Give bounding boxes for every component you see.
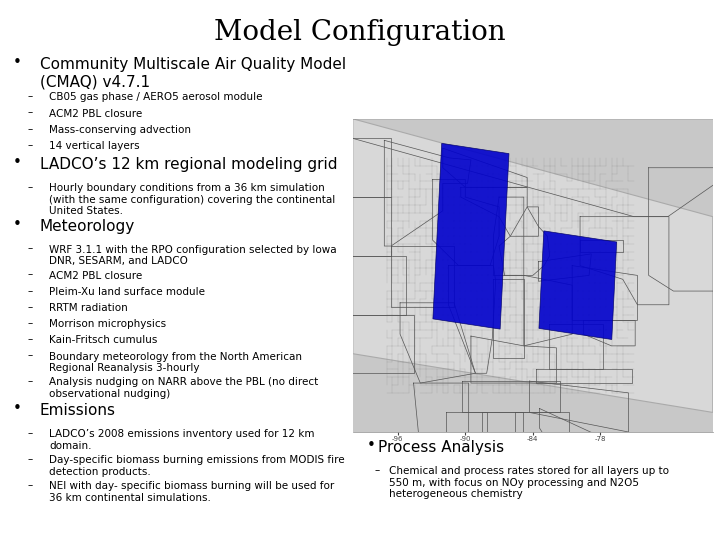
- Text: –: –: [27, 480, 32, 490]
- Text: WRF 3.1.1 with the RPO configuration selected by Iowa
DNR, SESARM, and LADCO: WRF 3.1.1 with the RPO configuration sel…: [49, 245, 336, 266]
- Text: Community Multiscale Air Quality Model
(CMAQ) v4.7.1: Community Multiscale Air Quality Model (…: [40, 57, 346, 90]
- Text: –: –: [27, 91, 32, 102]
- Polygon shape: [433, 144, 509, 329]
- Text: Pleim-Xu land surface module: Pleim-Xu land surface module: [49, 287, 205, 297]
- Text: –: –: [27, 318, 32, 328]
- Text: Boundary meteorology from the North American
Regional Reanalysis 3-hourly: Boundary meteorology from the North Amer…: [49, 352, 302, 373]
- Text: –: –: [27, 140, 32, 150]
- Text: –: –: [27, 334, 32, 345]
- Text: •: •: [13, 55, 22, 70]
- Text: Chemical and process rates stored for all layers up to
550 m, with focus on NOy : Chemical and process rates stored for al…: [389, 466, 669, 499]
- Text: –: –: [374, 465, 379, 475]
- Text: Mass-conserving advection: Mass-conserving advection: [49, 125, 191, 135]
- Text: –: –: [27, 376, 32, 387]
- Polygon shape: [353, 119, 713, 413]
- Text: Analysis nudging on NARR above the PBL (no direct
observational nudging): Analysis nudging on NARR above the PBL (…: [49, 377, 318, 399]
- Text: –: –: [27, 269, 32, 280]
- Text: –: –: [27, 182, 32, 192]
- Text: Process Analysis: Process Analysis: [378, 440, 504, 455]
- Text: –: –: [27, 428, 32, 438]
- Text: ACM2 PBL closure: ACM2 PBL closure: [49, 271, 143, 281]
- Text: LADCO’s 12 km regional modeling grid: LADCO’s 12 km regional modeling grid: [40, 157, 337, 172]
- Text: –: –: [27, 302, 32, 312]
- Text: RRTM radiation: RRTM radiation: [49, 303, 127, 313]
- Text: •: •: [13, 155, 22, 170]
- Text: Meteorology: Meteorology: [40, 219, 135, 234]
- Text: LADCO’s 2008 emissions inventory used for 12 km
domain.: LADCO’s 2008 emissions inventory used fo…: [49, 429, 315, 451]
- Text: NEI with day- specific biomass burning will be used for
36 km continental simula: NEI with day- specific biomass burning w…: [49, 481, 334, 503]
- Text: –: –: [27, 350, 32, 361]
- Text: Kain-Fritsch cumulus: Kain-Fritsch cumulus: [49, 335, 158, 346]
- Text: Model Configuration: Model Configuration: [214, 19, 506, 46]
- Text: –: –: [27, 286, 32, 296]
- Text: Hourly boundary conditions from a 36 km simulation
(with the same configuration): Hourly boundary conditions from a 36 km …: [49, 183, 336, 216]
- Polygon shape: [539, 231, 616, 340]
- Text: ACM2 PBL closure: ACM2 PBL closure: [49, 109, 143, 119]
- Text: Morrison microphysics: Morrison microphysics: [49, 319, 166, 329]
- Text: •: •: [13, 401, 22, 416]
- Text: CB05 gas phase / AERO5 aerosol module: CB05 gas phase / AERO5 aerosol module: [49, 92, 263, 103]
- Text: –: –: [27, 107, 32, 118]
- Text: –: –: [27, 244, 32, 254]
- Text: •: •: [13, 217, 22, 232]
- Text: 14 vertical layers: 14 vertical layers: [49, 141, 140, 151]
- Text: –: –: [27, 454, 32, 464]
- Text: •: •: [367, 438, 376, 453]
- Text: –: –: [27, 124, 32, 134]
- Text: Emissions: Emissions: [40, 403, 116, 418]
- Text: Day-specific biomass burning emissions from MODIS fire
detection products.: Day-specific biomass burning emissions f…: [49, 455, 345, 477]
